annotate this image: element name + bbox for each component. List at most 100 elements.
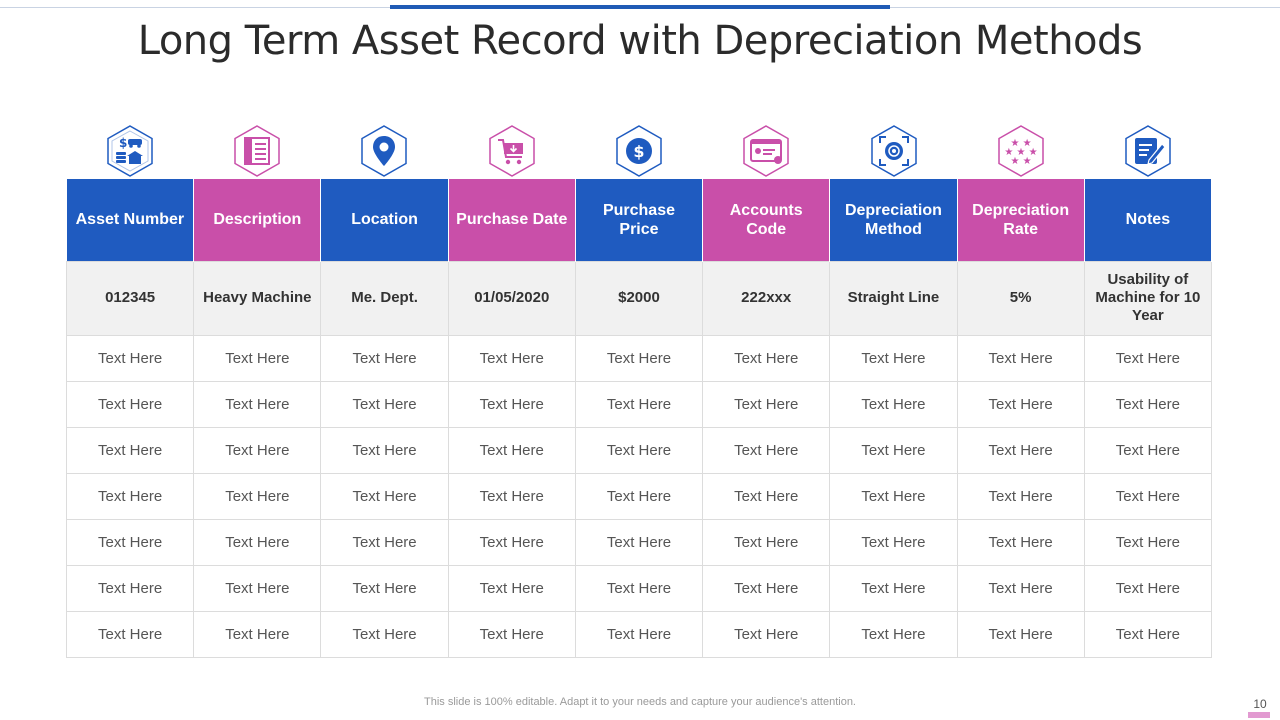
table-cell: Text Here xyxy=(702,564,831,612)
header-depreciation-method: Depreciation Method xyxy=(829,179,958,261)
notes-edit-icon xyxy=(1125,125,1172,177)
table-cell: Text Here xyxy=(702,472,831,520)
table-cell: Text Here xyxy=(1083,380,1213,428)
table-cell: Text Here xyxy=(320,564,449,612)
table-cell: Text Here xyxy=(193,610,322,658)
table-row-first: 012345 Heavy Machine Me. Dept. 01/05/202… xyxy=(65,260,1213,336)
table-cell: Text Here xyxy=(574,426,704,474)
table-cell: 01/05/2020 xyxy=(447,260,576,336)
table-cell: Usability of Machine for 10 Year xyxy=(1083,260,1213,336)
table-cell: Text Here xyxy=(193,518,322,566)
table-cell: Text Here xyxy=(320,472,449,520)
table-cell: Text Here xyxy=(956,334,1085,382)
table-cell: Text Here xyxy=(65,334,195,382)
table-cell: Text Here xyxy=(65,564,195,612)
table-cell: Text Here xyxy=(956,472,1085,520)
table-row: Text Here Text Here Text Here Text Here Text… xyxy=(65,518,1213,566)
account-card-icon xyxy=(743,125,790,177)
svg-text:★ ★: ★ ★ xyxy=(1010,156,1031,167)
table-cell: Text Here xyxy=(702,518,831,566)
table-cell: Text Here xyxy=(829,610,958,658)
svg-text:★ ★ ★: ★ ★ ★ xyxy=(1004,147,1037,158)
table-cell: Text Here xyxy=(447,426,576,474)
table-cell: Text Here xyxy=(193,334,322,382)
shopping-cart-icon xyxy=(488,125,535,177)
table-row: Text Here Text Here Text Here Text Here Text… xyxy=(65,380,1213,428)
table-cell: Text Here xyxy=(447,518,576,566)
table-cell: Text Here xyxy=(193,564,322,612)
table-cell: Text Here xyxy=(956,564,1085,612)
footer-note: This slide is 100% editable. Adapt it to… xyxy=(424,696,856,708)
table-cell: Text Here xyxy=(829,426,958,474)
table-cell: Text Here xyxy=(193,380,322,428)
svg-text:$: $ xyxy=(633,142,644,161)
header-notes: Notes xyxy=(1084,179,1213,261)
table-cell: 222xxx xyxy=(702,260,831,336)
table-cell: Text Here xyxy=(829,518,958,566)
top-accent-bar xyxy=(390,5,890,9)
table-cell: Text Here xyxy=(829,472,958,520)
table-cell: Text Here xyxy=(829,334,958,382)
asset-money-icon: $ xyxy=(106,125,153,177)
header-purchase-date: Purchase Date xyxy=(448,179,576,261)
table-row: Text Here Text Here Text Here Text Here Text… xyxy=(65,426,1213,474)
table-cell: Text Here xyxy=(193,426,322,474)
location-pin-icon xyxy=(361,125,408,177)
table-cell: Text Here xyxy=(447,380,576,428)
table-cell: Text Here xyxy=(1083,472,1213,520)
table-cell: Text Here xyxy=(574,610,704,658)
table-cell: Text Here xyxy=(829,380,958,428)
asset-record-table: Asset Number Description Location Purcha… xyxy=(65,179,1213,658)
table-row: Text Here Text Here Text Here Text Here Text… xyxy=(65,334,1213,382)
header-asset-number: Asset Number xyxy=(66,179,195,261)
svg-text:★ ★: ★ ★ xyxy=(1010,138,1031,149)
table-cell: Text Here xyxy=(1083,610,1213,658)
header-purchase-price: Purchase Price xyxy=(575,179,704,261)
svg-text:$: $ xyxy=(119,136,127,150)
table-cell: Text Here xyxy=(574,334,704,382)
table-cell: Text Here xyxy=(320,518,449,566)
table-cell: 5% xyxy=(956,260,1085,336)
dollar-coin-icon: $ xyxy=(616,125,662,177)
page-number-accent xyxy=(1248,712,1270,718)
table-cell: $2000 xyxy=(574,260,704,336)
table-cell: Text Here xyxy=(574,380,704,428)
table-cell: Text Here xyxy=(574,472,704,520)
table-cell: Text Here xyxy=(956,518,1085,566)
table-cell: Text Here xyxy=(320,380,449,428)
table-cell: Text Here xyxy=(1083,426,1213,474)
table-cell: Text Here xyxy=(65,380,195,428)
slide-title: Long Term Asset Record with Depreciation… xyxy=(137,18,1143,64)
header-accounts-code: Accounts Code xyxy=(702,179,831,261)
header-depreciation-rate: Depreciation Rate xyxy=(957,179,1085,261)
table-cell: Text Here xyxy=(65,518,195,566)
gear-frame-icon xyxy=(870,125,917,177)
table-row: Text Here Text Here Text Here Text Here Text… xyxy=(65,610,1213,658)
table-cell: Text Here xyxy=(702,426,831,474)
table-cell: Text Here xyxy=(1083,564,1213,612)
table-cell: Text Here xyxy=(574,518,704,566)
table-cell: Text Here xyxy=(447,472,576,520)
table-cell: Text Here xyxy=(447,610,576,658)
table-cell: Text Here xyxy=(65,472,195,520)
table-cell: Text Here xyxy=(1083,518,1213,566)
table-cell: Text Here xyxy=(320,426,449,474)
table-cell: Me. Dept. xyxy=(320,260,449,336)
stars-icon: ★ ★ ★ ★ ★ ★ ★ xyxy=(998,125,1044,177)
page-number: 10 xyxy=(1253,697,1267,711)
document-icon xyxy=(234,125,280,177)
table-row: Text Here Text Here Text Here Text Here Text… xyxy=(65,564,1213,612)
header-row: Asset Number Description Location Purcha… xyxy=(66,179,1213,261)
table-cell: 012345 xyxy=(65,260,195,336)
table-cell: Text Here xyxy=(320,334,449,382)
table-cell: Text Here xyxy=(574,564,704,612)
table-cell: Text Here xyxy=(956,426,1085,474)
table-cell: Text Here xyxy=(1083,334,1213,382)
column-icons: $ xyxy=(66,124,1212,178)
table-cell: Text Here xyxy=(193,472,322,520)
table-cell: Straight Line xyxy=(829,260,958,336)
table-cell: Text Here xyxy=(447,564,576,612)
table-row: Text Here Text Here Text Here Text Here Text… xyxy=(65,472,1213,520)
table-cell: Text Here xyxy=(65,426,195,474)
table-cell: Text Here xyxy=(956,380,1085,428)
